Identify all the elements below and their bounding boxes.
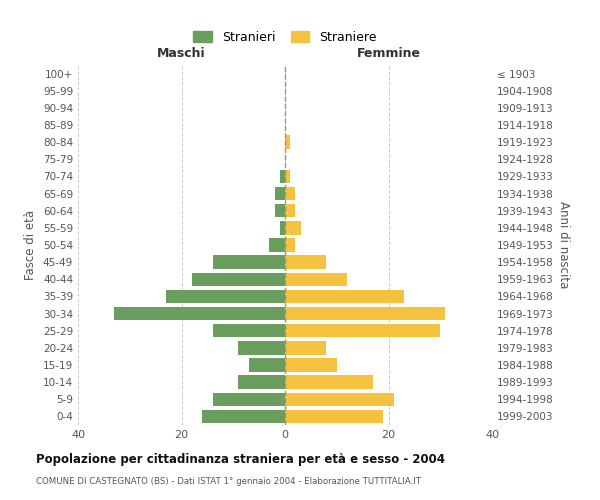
- Bar: [275, 187, 285, 200]
- Bar: [212, 256, 285, 269]
- Bar: [238, 341, 285, 354]
- Y-axis label: Fasce di età: Fasce di età: [25, 210, 37, 280]
- Bar: [285, 272, 347, 286]
- Bar: [280, 170, 285, 183]
- Y-axis label: Anni di nascita: Anni di nascita: [557, 202, 570, 288]
- Bar: [192, 272, 285, 286]
- Bar: [285, 324, 440, 338]
- Bar: [269, 238, 285, 252]
- Bar: [285, 290, 404, 303]
- Bar: [166, 290, 285, 303]
- Bar: [285, 307, 445, 320]
- Bar: [212, 392, 285, 406]
- Bar: [285, 238, 295, 252]
- Bar: [114, 307, 285, 320]
- Legend: Stranieri, Straniere: Stranieri, Straniere: [187, 24, 383, 50]
- Bar: [285, 221, 301, 234]
- Bar: [285, 256, 326, 269]
- Bar: [285, 204, 295, 218]
- Text: Femmine: Femmine: [356, 47, 421, 60]
- Bar: [202, 410, 285, 423]
- Text: Maschi: Maschi: [157, 47, 206, 60]
- Bar: [280, 221, 285, 234]
- Bar: [285, 187, 295, 200]
- Bar: [275, 204, 285, 218]
- Bar: [285, 376, 373, 389]
- Bar: [285, 136, 290, 149]
- Text: COMUNE DI CASTEGNATO (BS) - Dati ISTAT 1° gennaio 2004 - Elaborazione TUTTITALIA: COMUNE DI CASTEGNATO (BS) - Dati ISTAT 1…: [36, 478, 421, 486]
- Bar: [212, 324, 285, 338]
- Bar: [285, 341, 326, 354]
- Bar: [285, 392, 394, 406]
- Text: Popolazione per cittadinanza straniera per età e sesso - 2004: Popolazione per cittadinanza straniera p…: [36, 452, 445, 466]
- Bar: [238, 376, 285, 389]
- Bar: [285, 170, 290, 183]
- Bar: [285, 410, 383, 423]
- Bar: [285, 358, 337, 372]
- Bar: [249, 358, 285, 372]
